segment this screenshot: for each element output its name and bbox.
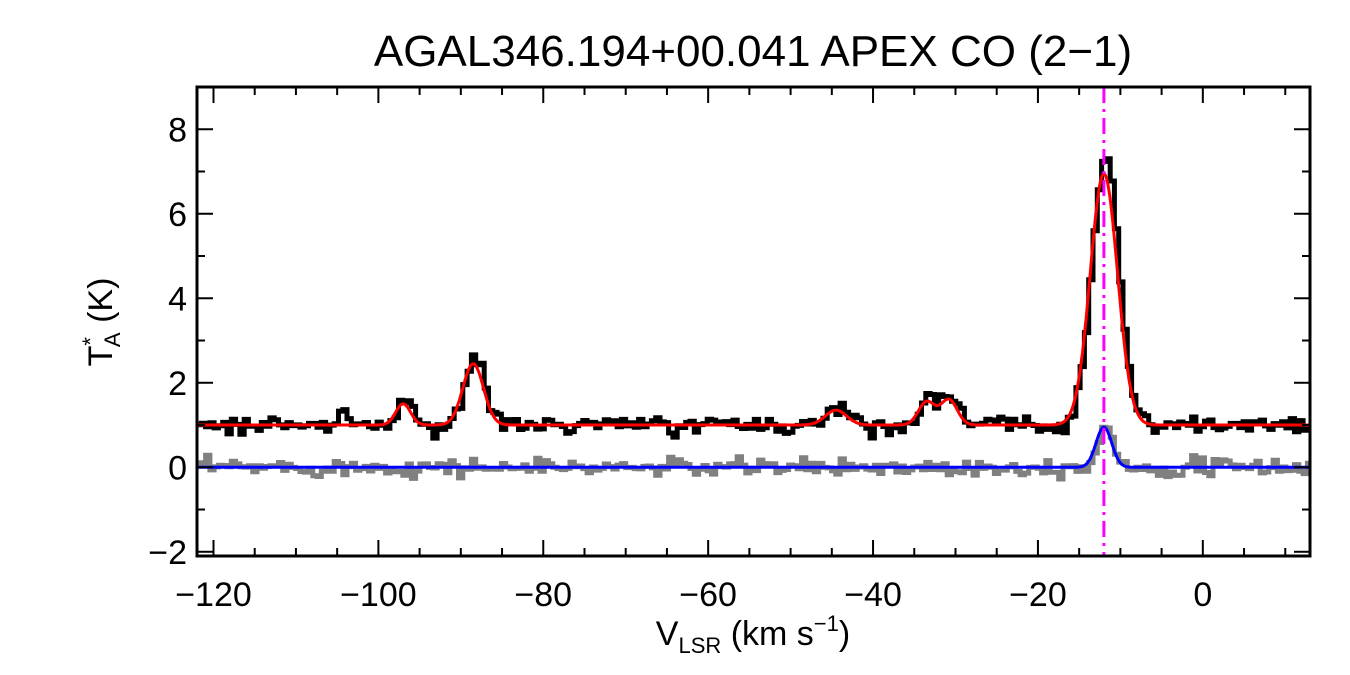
y-axis-label-sub: A bbox=[100, 332, 125, 347]
x-tick-label: −100 bbox=[340, 576, 417, 614]
y-tick-label: 6 bbox=[168, 196, 187, 234]
y-axis-label-sup: * bbox=[78, 337, 103, 346]
x-tick-label: −20 bbox=[1009, 576, 1067, 614]
chart-title: AGAL346.194+00.041 APEX CO (2−1) bbox=[374, 27, 1132, 76]
x-tick-label: −80 bbox=[514, 576, 572, 614]
y-tick-label: 8 bbox=[168, 111, 187, 149]
x-tick-label: −60 bbox=[679, 576, 737, 614]
x-tick-label: 0 bbox=[1193, 576, 1212, 614]
residual-fit-line bbox=[197, 425, 1310, 469]
y-tick-label: 4 bbox=[168, 280, 187, 318]
x-axis-label-sup: −1 bbox=[814, 611, 839, 636]
observed-spectrum-line bbox=[197, 156, 1310, 441]
y-axis-label-main: T bbox=[82, 346, 120, 367]
y-axis-label: T*A (K) bbox=[78, 278, 125, 367]
x-tick-label: −120 bbox=[175, 576, 252, 614]
x-axis-label-rest: (km s bbox=[721, 615, 814, 653]
x-axis-label-sub: LSR bbox=[678, 633, 721, 658]
residual-spectrum-line bbox=[197, 424, 1310, 482]
x-axis-label: VLSR (km s−1) bbox=[656, 611, 850, 658]
y-tick-label: −2 bbox=[148, 534, 187, 572]
plot-frame bbox=[195, 85, 1312, 558]
y-tick-label: 0 bbox=[168, 449, 187, 487]
x-axis-label-main: V bbox=[656, 615, 679, 653]
y-axis-label-rest: (K) bbox=[82, 278, 120, 333]
gaussian-fit-line bbox=[197, 171, 1310, 427]
x-axis-label-close: ) bbox=[839, 615, 850, 653]
x-tick-label: −40 bbox=[844, 576, 902, 614]
series-layer bbox=[197, 156, 1310, 482]
y-tick-label: 2 bbox=[168, 365, 187, 403]
